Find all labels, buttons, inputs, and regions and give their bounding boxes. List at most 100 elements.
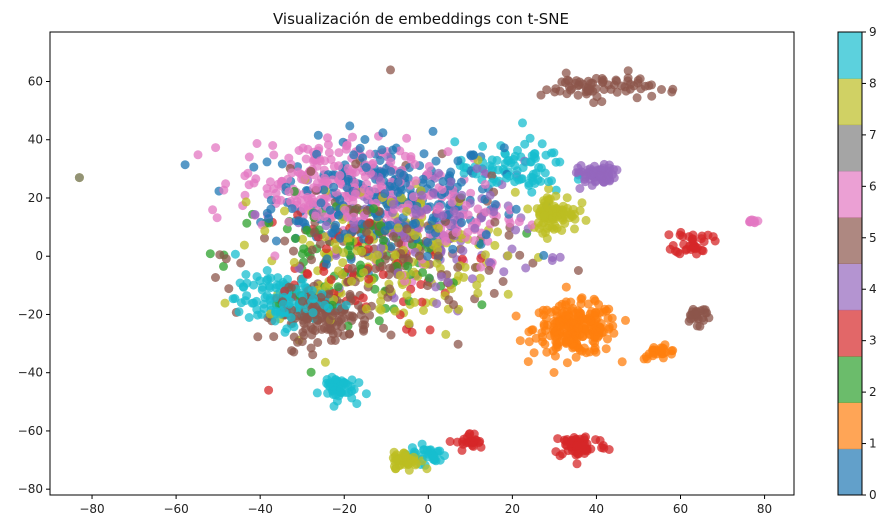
scatter-point <box>499 267 509 277</box>
scatter-point <box>419 149 429 159</box>
scatter-point <box>400 233 410 243</box>
scatter-point <box>357 246 367 256</box>
scatter-point <box>205 249 215 259</box>
scatter-point <box>525 133 535 143</box>
scatter-point <box>334 148 344 158</box>
scatter-point <box>282 224 292 234</box>
scatter-point <box>375 156 385 165</box>
scatter-point <box>603 334 612 344</box>
scatter-point <box>432 299 442 309</box>
scatter-point <box>449 206 459 216</box>
scatter-point <box>242 291 252 301</box>
scatter-point <box>290 234 300 243</box>
scatter-point <box>322 254 332 264</box>
scatter-point <box>481 230 491 240</box>
scatter-point <box>315 156 325 166</box>
scatter-point <box>435 446 445 456</box>
colorbar-segment <box>838 402 862 450</box>
scatter-point <box>514 217 524 227</box>
scatter-point <box>385 181 395 191</box>
scatter-point <box>589 294 599 304</box>
scatter-point <box>589 98 599 108</box>
scatter-point <box>299 244 309 254</box>
scatter-point <box>388 145 398 155</box>
scatter-point <box>625 79 635 89</box>
colorbar-segment <box>838 356 862 403</box>
scatter-point <box>395 270 405 280</box>
scatter-point <box>586 316 595 326</box>
x-tick-label: 0 <box>424 502 432 516</box>
scatter-point <box>355 260 365 270</box>
scatter-point <box>215 250 225 260</box>
scatter-point <box>451 228 461 237</box>
scatter-point <box>433 251 443 261</box>
scatter-point <box>434 168 444 178</box>
scatter-point <box>319 267 329 276</box>
scatter-point <box>404 319 414 328</box>
scatter-point <box>580 324 590 334</box>
scatter-point <box>561 440 571 450</box>
scatter-point <box>668 84 678 94</box>
scatter-point <box>561 68 571 78</box>
scatter-point <box>349 223 359 233</box>
scatter-point <box>544 184 554 194</box>
colorbar-segment <box>838 309 862 357</box>
scatter-point <box>607 313 617 323</box>
scatter-point <box>453 156 463 166</box>
scatter-point <box>484 265 494 275</box>
scatter-point <box>454 271 463 281</box>
scatter-point <box>335 195 345 205</box>
scatter-point <box>609 328 619 338</box>
scatter-point <box>241 197 251 207</box>
scatter-point <box>252 139 262 148</box>
scatter-point <box>349 150 359 160</box>
scatter-point <box>536 90 546 100</box>
scatter-point <box>324 148 334 158</box>
scatter-point <box>551 326 561 336</box>
scatter-point <box>278 299 288 309</box>
scatter-point <box>520 139 530 149</box>
scatter-point <box>515 336 525 346</box>
x-tick-label: −20 <box>332 502 357 516</box>
scatter-point <box>377 145 387 155</box>
colorbar-tick-label: 4 <box>869 282 877 296</box>
scatter-point <box>686 245 696 254</box>
scatter-point <box>319 185 329 195</box>
scatter-point <box>416 206 426 216</box>
scatter-point <box>239 240 249 250</box>
scatter-point <box>580 177 590 187</box>
scatter-point <box>373 250 382 260</box>
scatter-point <box>534 308 544 318</box>
scatter-point <box>313 130 323 140</box>
scatter-point <box>505 218 515 228</box>
scatter-point <box>599 85 609 94</box>
scatter-point <box>664 230 674 240</box>
scatter-point <box>532 204 542 214</box>
scatter-point <box>581 215 591 225</box>
scatter-point <box>753 216 763 226</box>
scatter-point <box>549 368 559 377</box>
scatter-point <box>431 156 441 166</box>
plot-frame <box>49 31 795 496</box>
x-tick-label: 20 <box>505 502 520 516</box>
scatter-point <box>492 177 502 187</box>
scatter-point <box>400 450 410 460</box>
scatter-point <box>410 231 420 240</box>
scatter-point <box>282 324 292 334</box>
scatter-point <box>649 343 659 352</box>
scatter-point <box>555 317 565 327</box>
scatter-point <box>563 331 572 341</box>
scatter-point <box>490 200 500 209</box>
scatter-point <box>319 212 329 222</box>
scatter-point <box>544 177 553 187</box>
scatter-point <box>548 253 558 262</box>
scatter-point <box>266 204 276 214</box>
scatter-point <box>316 292 326 302</box>
scatter-point <box>277 159 287 169</box>
scatter-point <box>647 91 657 101</box>
scatter-point <box>360 135 370 144</box>
scatter-point <box>665 244 675 254</box>
scatter-point <box>312 183 322 193</box>
scatter-point <box>424 161 434 171</box>
scatter-point <box>555 86 565 96</box>
